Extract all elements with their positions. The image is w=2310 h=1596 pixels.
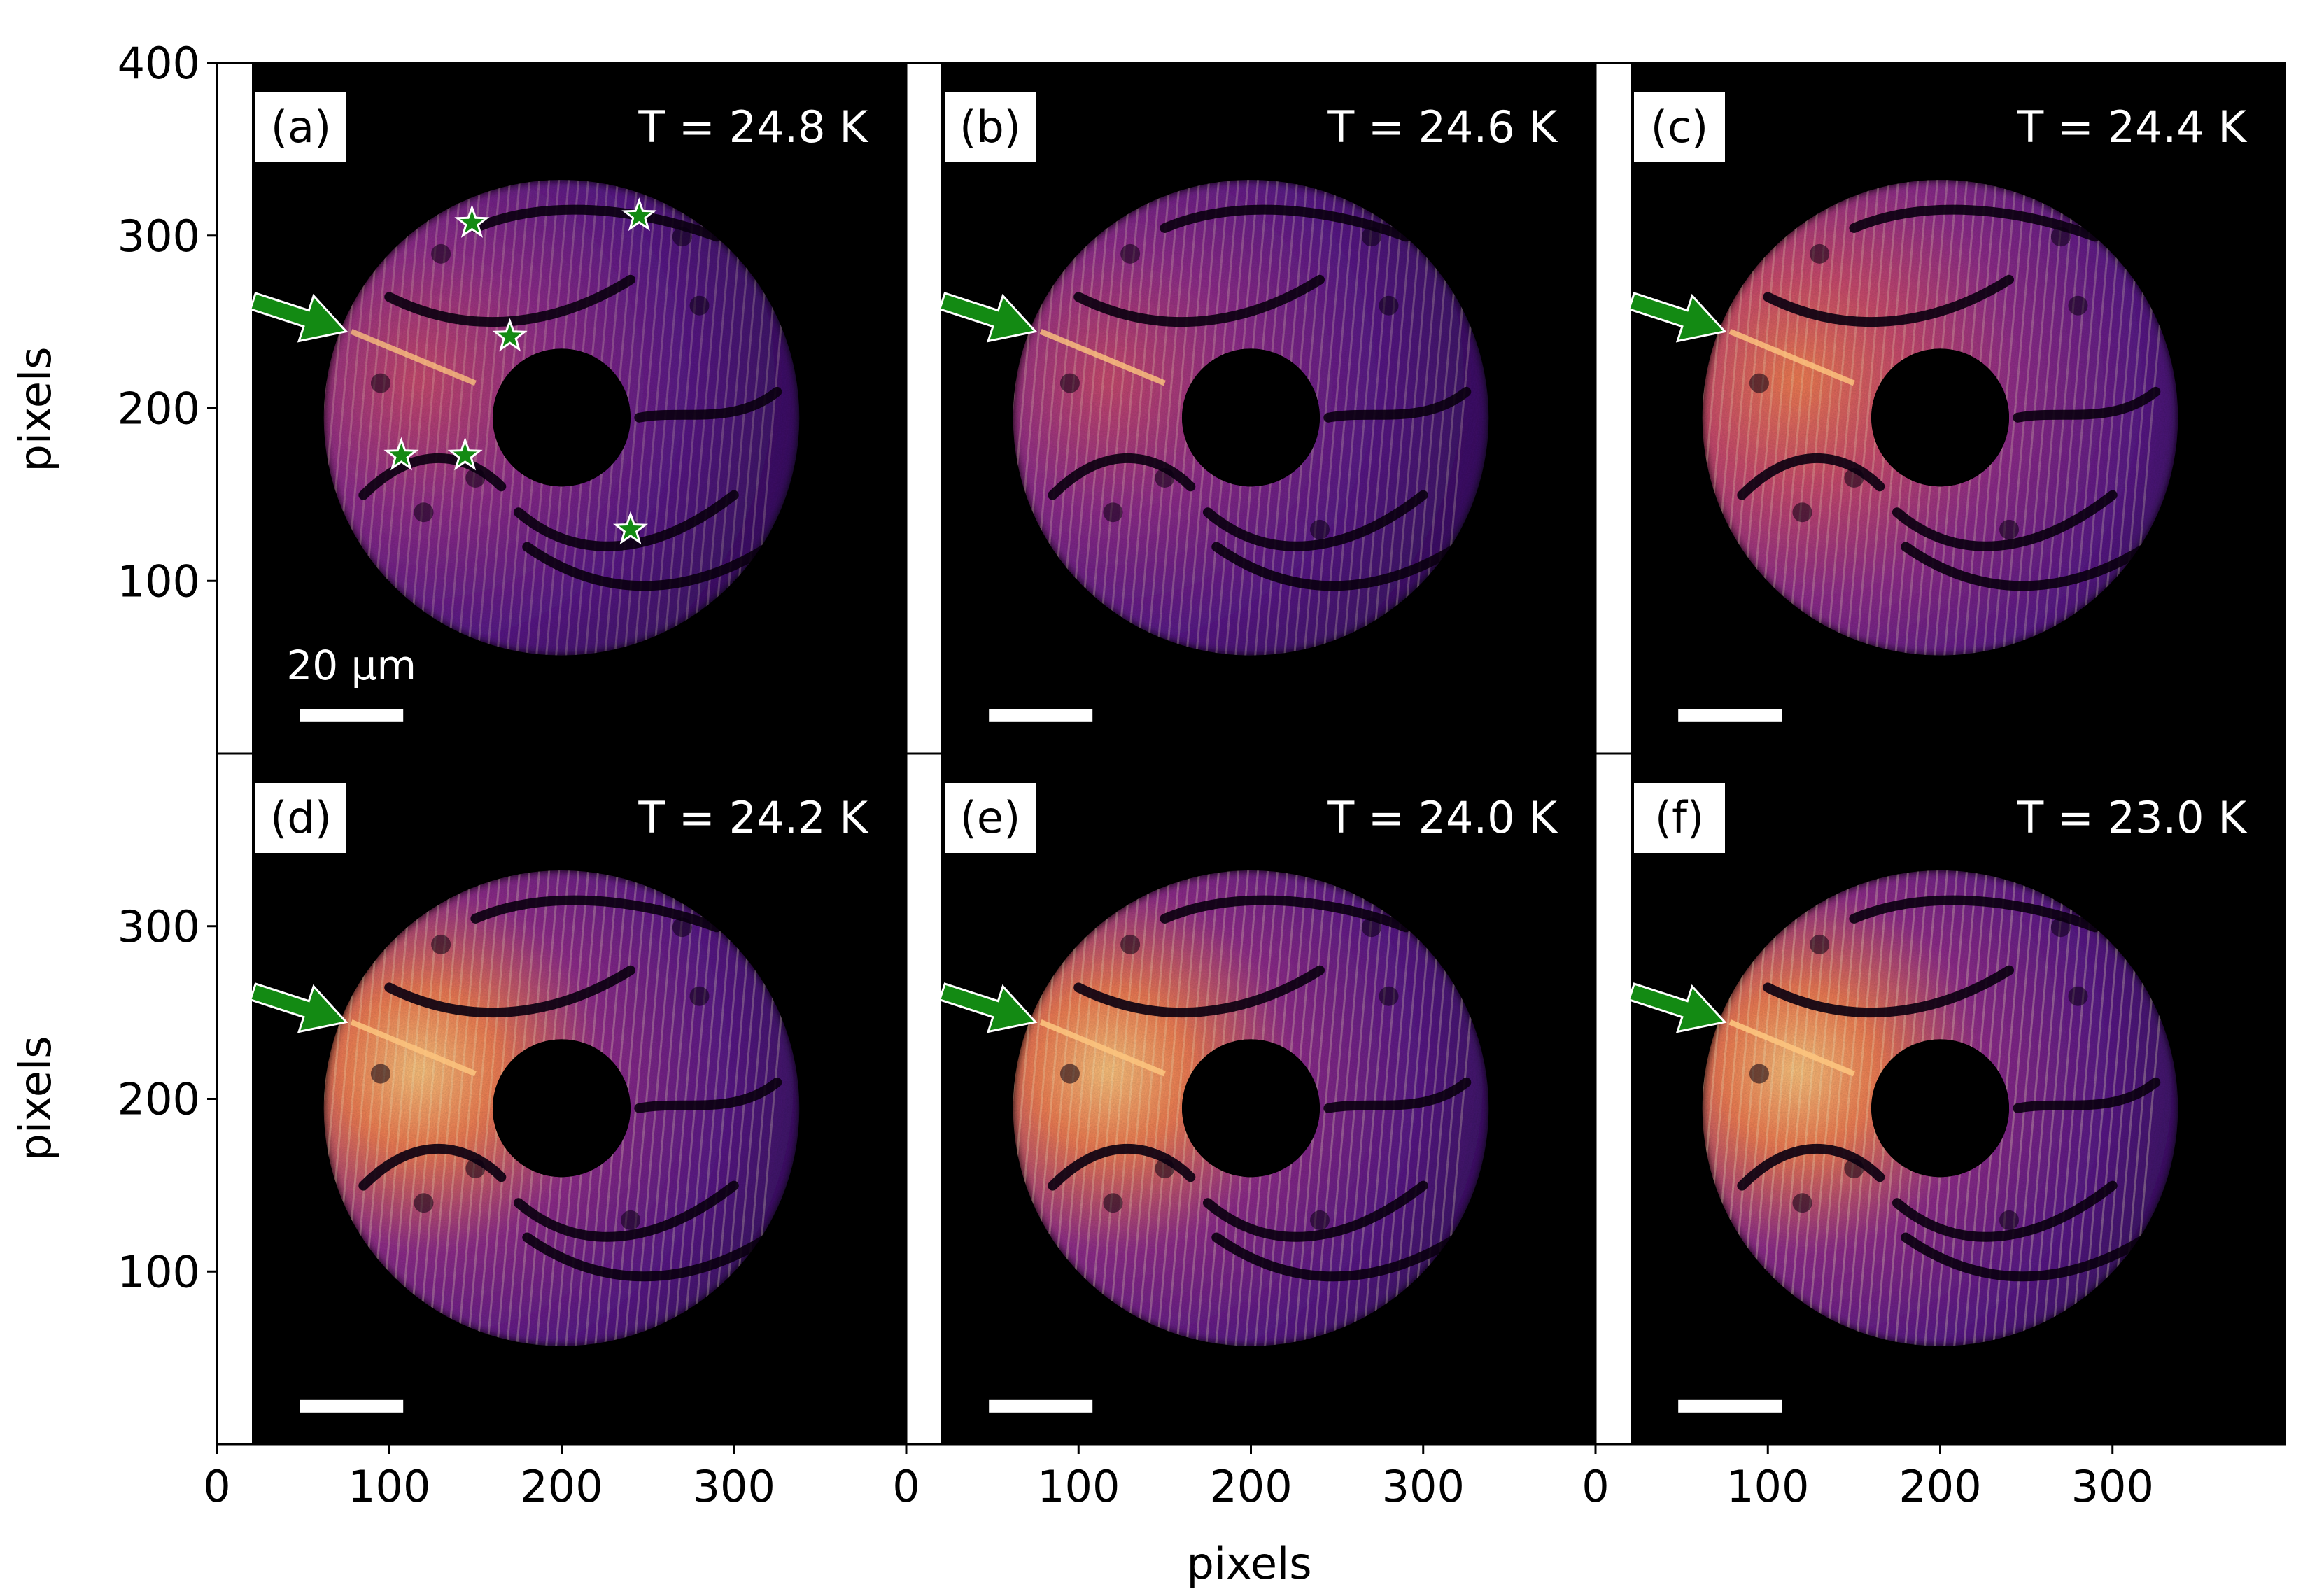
y-tick-label: 200: [118, 1074, 200, 1125]
x-tick-label: 0: [1582, 1461, 1609, 1512]
green-arrow: [248, 292, 348, 343]
temperature-label: T = 24.2 K: [638, 792, 868, 843]
star-marker: [612, 511, 649, 545]
central-hole: [1182, 1039, 1320, 1178]
domain-walls: [1737, 204, 2161, 591]
domain-walls: [1737, 895, 2161, 1282]
condensate-ring: [970, 870, 1489, 1346]
star-marker: [447, 437, 483, 471]
x-tick-label: 0: [203, 1461, 230, 1512]
x-tick-label: 100: [1037, 1461, 1120, 1512]
y-tick-label: 100: [118, 556, 200, 607]
domain-walls: [1048, 895, 1472, 1282]
central-hole: [1182, 348, 1320, 487]
scale-bar: [1678, 709, 1782, 722]
image-panel: (d) T = 24.2 K: [216, 752, 908, 1446]
y-tick-label: 100: [118, 1246, 200, 1297]
x-tick-label: 100: [1726, 1461, 1809, 1512]
svg-text:(c): (c): [1651, 101, 1708, 153]
green-arrow: [1627, 292, 1727, 343]
scale-bar: [989, 1399, 1093, 1413]
x-tick-label: 200: [1899, 1461, 1981, 1512]
temperature-label: T = 23.0 K: [2016, 792, 2247, 843]
svg-text:(d): (d): [270, 792, 332, 843]
scale-bar: [1678, 1399, 1782, 1413]
image-panel: (f) T = 23.0 K: [1594, 752, 2286, 1446]
scale-bar: [300, 709, 404, 722]
y-tick-label: 200: [118, 383, 200, 435]
green-arrow: [938, 982, 1038, 1033]
svg-text:(a): (a): [271, 101, 331, 153]
y-tick-label: 300: [118, 211, 200, 262]
x-tick-label: 300: [2071, 1461, 2154, 1512]
panel-label: (c): [1634, 92, 1725, 162]
scale-bar-label: 20 μm: [286, 642, 416, 689]
temperature-label: T = 24.8 K: [638, 101, 868, 153]
central-hole: [493, 1039, 631, 1178]
temperature-label: T = 24.0 K: [1327, 792, 1558, 843]
star-marker: [621, 197, 657, 232]
panel-label: (f): [1634, 783, 1725, 853]
condensate-ring: [1659, 870, 2178, 1346]
star-marker: [454, 204, 490, 238]
y-axis-label-bottom: pixels: [10, 1036, 61, 1161]
image-panel: (e) T = 24.0 K: [905, 752, 1597, 1446]
image-panel: (c) T = 24.4 K: [1594, 62, 2286, 755]
central-hole: [1871, 348, 2009, 487]
central-hole: [1871, 1039, 2009, 1178]
axis-labels: pixels pixels pixels: [10, 346, 1312, 1589]
edge-strip: [217, 63, 252, 754]
x-tick-label: 300: [693, 1461, 775, 1512]
panel-label: (a): [255, 92, 346, 162]
edge-strip: [217, 754, 252, 1444]
x-tick-label: 300: [1382, 1461, 1465, 1512]
svg-text:(f): (f): [1655, 792, 1704, 843]
central-hole: [493, 348, 631, 487]
x-tick-label: 100: [348, 1461, 430, 1512]
edge-strip: [906, 754, 941, 1444]
x-tick-label: 200: [1209, 1461, 1292, 1512]
y-axis-label-top: pixels: [10, 346, 61, 472]
image-panel: (b) T = 24.6 K: [905, 62, 1597, 755]
temperature-label: T = 24.6 K: [1327, 101, 1558, 153]
domain-walls: [358, 204, 782, 591]
scale-bar: [989, 709, 1093, 722]
green-arrow: [248, 982, 348, 1033]
star-marker: [383, 437, 419, 471]
y-tick-label: 400: [118, 38, 200, 89]
panel-label: (e): [945, 783, 1036, 853]
green-arrow: [938, 292, 1038, 343]
y-tick-label: 300: [118, 901, 200, 952]
image-panel: (a) T = 24.8 K 20 μm: [216, 62, 908, 755]
x-tick-label: 200: [520, 1461, 603, 1512]
axes: 400 300 200 100 0 100 200 300 300 200 100 0 100 200 30…: [118, 38, 2154, 1512]
temperature-label: T = 24.4 K: [2016, 101, 2247, 153]
x-axis-label: pixels: [1186, 1538, 1311, 1589]
edge-strip: [1596, 754, 1631, 1444]
panel-label: (b): [945, 92, 1036, 162]
edge-strip: [906, 63, 941, 754]
domain-walls: [1048, 204, 1472, 591]
edge-strip: [1596, 63, 1631, 754]
star-marker: [492, 318, 528, 352]
panel-grid: (a) T = 24.8 K 20 μm (b) T = 24.6 K (c) T = 24…: [216, 62, 2286, 1446]
svg-text:(b): (b): [959, 101, 1021, 153]
green-arrow: [1627, 982, 1727, 1033]
svg-text:(e): (e): [960, 792, 1021, 843]
x-tick-label: 0: [892, 1461, 920, 1512]
panel-label: (d): [255, 783, 346, 853]
scale-bar: [300, 1399, 404, 1413]
domain-walls: [358, 895, 782, 1282]
